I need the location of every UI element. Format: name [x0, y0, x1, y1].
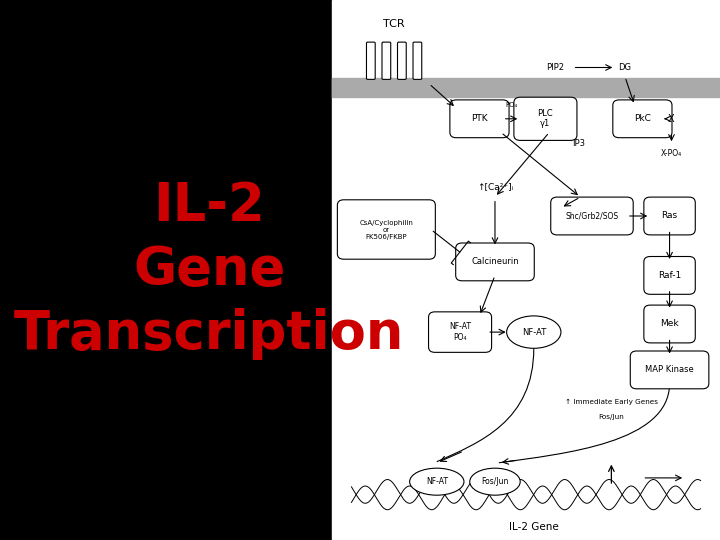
Text: ↑ Immediate Early Genes: ↑ Immediate Early Genes — [565, 399, 658, 406]
Bar — [89, 0, 332, 540]
Text: IL-2
Gene
Transcription: IL-2 Gene Transcription — [14, 180, 404, 360]
FancyBboxPatch shape — [630, 351, 709, 389]
Text: PIP2: PIP2 — [546, 63, 564, 72]
Text: Fos/Jun: Fos/Jun — [481, 477, 508, 486]
FancyBboxPatch shape — [338, 200, 436, 259]
FancyBboxPatch shape — [514, 97, 577, 140]
FancyBboxPatch shape — [644, 305, 696, 343]
FancyBboxPatch shape — [613, 100, 672, 138]
FancyBboxPatch shape — [644, 197, 696, 235]
Text: CsA/Cyclophilin
or
FK506/FKBP: CsA/Cyclophilin or FK506/FKBP — [359, 219, 413, 240]
Ellipse shape — [507, 316, 561, 348]
FancyBboxPatch shape — [456, 243, 534, 281]
FancyBboxPatch shape — [413, 42, 422, 79]
Text: Mek: Mek — [660, 320, 679, 328]
FancyBboxPatch shape — [428, 312, 492, 353]
Text: IL-2 Gene: IL-2 Gene — [509, 522, 559, 531]
FancyBboxPatch shape — [366, 42, 375, 79]
Ellipse shape — [410, 468, 464, 495]
Ellipse shape — [469, 468, 520, 495]
FancyBboxPatch shape — [397, 42, 406, 79]
Text: NF-AT
PO₄: NF-AT PO₄ — [449, 322, 471, 342]
Text: PTK: PTK — [471, 114, 487, 123]
Text: NF-AT: NF-AT — [426, 477, 448, 486]
Bar — [332, 78, 720, 97]
Text: PO₄: PO₄ — [505, 102, 518, 109]
Text: Raf-1: Raf-1 — [658, 271, 681, 280]
Text: ↑[Ca²⁺]ᵢ: ↑[Ca²⁺]ᵢ — [477, 182, 513, 191]
FancyBboxPatch shape — [551, 197, 633, 235]
FancyBboxPatch shape — [450, 100, 509, 138]
Text: PkC: PkC — [634, 114, 651, 123]
Text: X-PO₄: X-PO₄ — [661, 150, 682, 158]
Text: X: X — [668, 114, 675, 124]
Text: TCR: TCR — [383, 19, 405, 29]
Text: NF-AT: NF-AT — [522, 328, 546, 336]
FancyBboxPatch shape — [644, 256, 696, 294]
Text: Calcineurin: Calcineurin — [471, 258, 519, 266]
Bar — [332, 0, 720, 540]
Text: DG: DG — [618, 63, 631, 72]
Text: Fos/Jun: Fos/Jun — [598, 414, 624, 420]
FancyBboxPatch shape — [382, 42, 391, 79]
Text: Shc/Grb2/SOS: Shc/Grb2/SOS — [565, 212, 618, 220]
Text: PLC
γ1: PLC γ1 — [538, 109, 553, 129]
Text: Ras: Ras — [662, 212, 678, 220]
Text: MAP Kinase: MAP Kinase — [645, 366, 694, 374]
Text: IP3: IP3 — [572, 139, 585, 147]
